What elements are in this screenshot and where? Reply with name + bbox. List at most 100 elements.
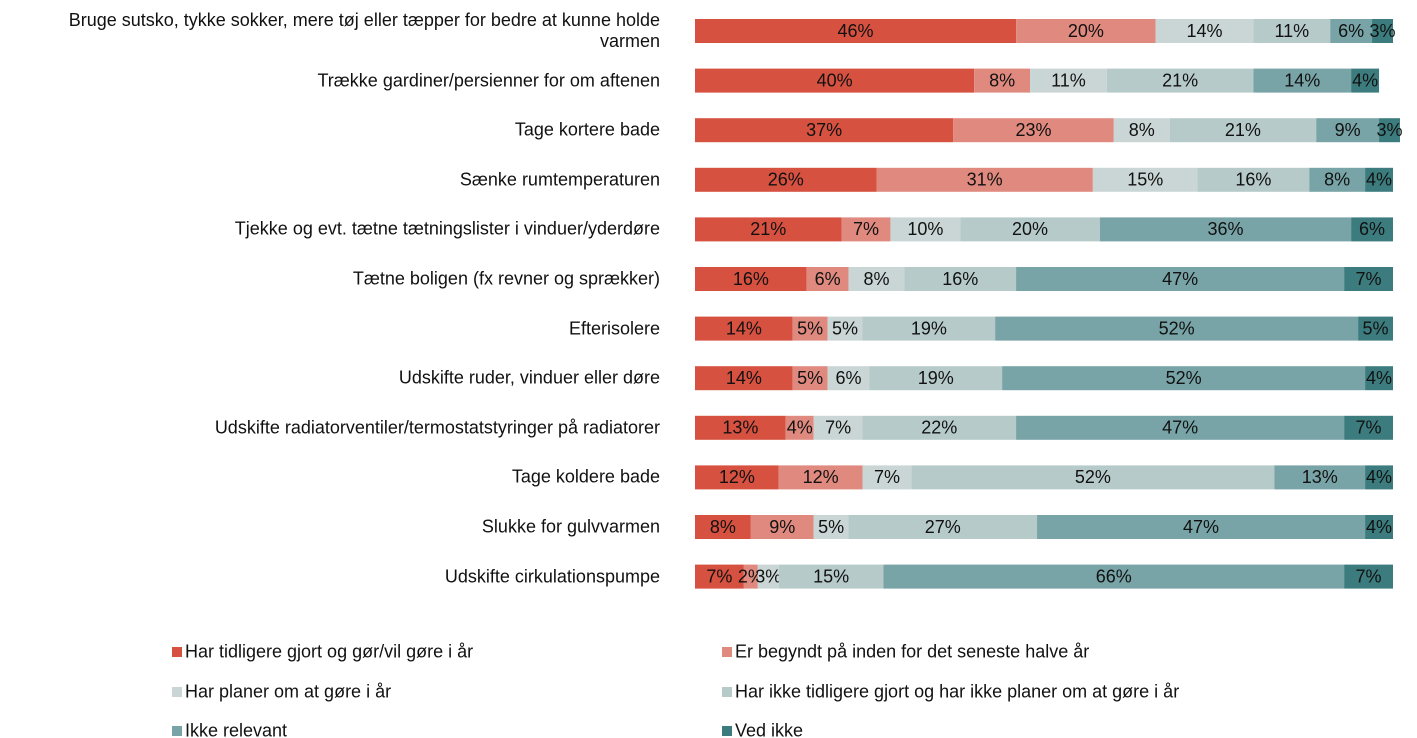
- data-label: 20%: [1012, 219, 1048, 239]
- bar-segment: [1253, 19, 1331, 43]
- data-label: 47%: [1162, 269, 1198, 289]
- bar-segment: [1106, 68, 1254, 93]
- bar-segment: [1016, 19, 1156, 43]
- bar-segment: [1037, 515, 1366, 539]
- bar-segment: [695, 118, 954, 143]
- data-label: 2%: [738, 566, 764, 586]
- legend-label: Ikke relevant: [185, 720, 288, 738]
- bar-segment: [1309, 167, 1366, 192]
- bar-segment: [1316, 118, 1380, 143]
- data-label: 20%: [1068, 21, 1104, 41]
- legend-swatch: [172, 726, 182, 736]
- data-label: 31%: [967, 170, 1003, 190]
- bar-segment: [1030, 68, 1107, 93]
- data-label: 4%: [1366, 170, 1392, 190]
- data-label: 11%: [1051, 70, 1086, 90]
- bar-segment: [876, 167, 1093, 192]
- category-label: Udskifte cirkulationspumpe: [444, 566, 660, 587]
- data-label: 7%: [853, 219, 879, 239]
- bar-segment: [695, 564, 744, 589]
- bar-segment: [995, 316, 1359, 341]
- data-label: 6%: [1338, 21, 1364, 41]
- bar-segment: [695, 415, 786, 440]
- legend-swatch: [722, 726, 732, 736]
- bar-segment: [1379, 118, 1400, 143]
- bar-segment: [1002, 366, 1366, 391]
- legend-label: Har ikke tidligere gjort og har ikke pla…: [735, 681, 1180, 701]
- data-label: 5%: [832, 318, 858, 338]
- legend-label: Har tidligere gjort og gør/vil gøre i år: [185, 641, 474, 662]
- bar-segment: [1351, 68, 1380, 93]
- data-label: 21%: [750, 219, 786, 239]
- data-label: 4%: [1366, 368, 1392, 388]
- legend-swatch: [722, 686, 732, 697]
- data-label: 4%: [1366, 517, 1392, 537]
- data-label: 5%: [797, 318, 823, 338]
- data-label: 16%: [733, 269, 769, 289]
- legend-swatch: [172, 647, 182, 657]
- data-label: 52%: [1166, 368, 1202, 388]
- data-label: 6%: [836, 368, 862, 388]
- bar-segment: [890, 217, 961, 242]
- data-label: 21%: [1162, 70, 1198, 90]
- data-label: 16%: [1235, 170, 1271, 190]
- bar-segment: [792, 316, 828, 341]
- data-label: 9%: [769, 517, 795, 537]
- data-label: 6%: [1359, 219, 1385, 239]
- bar-segment: [1365, 366, 1393, 391]
- data-label: 9%: [1335, 120, 1361, 140]
- bar-segment: [792, 366, 828, 391]
- data-label: 52%: [1159, 318, 1195, 338]
- bar-segment: [1365, 515, 1393, 539]
- legend-swatch: [722, 647, 732, 657]
- bar-segment: [813, 515, 849, 539]
- data-label: 13%: [722, 418, 758, 438]
- bar-segment: [695, 19, 1017, 43]
- data-label: 7%: [1356, 566, 1382, 586]
- bar-segment: [904, 267, 1017, 291]
- bar-segment: [778, 465, 863, 490]
- bar-segment: [911, 465, 1275, 490]
- data-label: 4%: [787, 418, 813, 438]
- category-label: Efterisolere: [568, 318, 660, 339]
- data-label: 19%: [911, 318, 947, 338]
- bar-segment: [1197, 167, 1310, 192]
- bar-segment: [757, 564, 779, 589]
- data-label: 26%: [768, 170, 804, 190]
- bar-segment: [1351, 217, 1393, 242]
- data-label: 5%: [818, 517, 844, 537]
- data-label: 47%: [1162, 418, 1198, 438]
- bar-segment: [848, 267, 905, 291]
- data-label: 46%: [838, 21, 874, 41]
- data-label: 19%: [918, 368, 954, 388]
- data-label: 8%: [1324, 170, 1350, 190]
- bar-segment: [1253, 68, 1352, 93]
- bar-segment: [1344, 564, 1393, 589]
- data-label: 14%: [1187, 21, 1223, 41]
- bar-segment: [1092, 167, 1198, 192]
- data-label: 5%: [1363, 318, 1389, 338]
- legend-swatch: [172, 686, 182, 697]
- category-label: Udskifte radiatorventiler/termostatstyri…: [214, 417, 660, 438]
- bar-segment: [1365, 465, 1393, 490]
- bar-segment: [1099, 217, 1352, 242]
- category-label: Tage kortere bade: [514, 119, 660, 140]
- data-label: 37%: [806, 120, 842, 140]
- bar-segment: [1358, 316, 1393, 341]
- bar-segment: [1372, 19, 1393, 43]
- bar-segment: [806, 267, 849, 291]
- data-label: 5%: [797, 368, 823, 388]
- data-label: 7%: [825, 418, 851, 438]
- category-label: Slukke for gulvvarmen: [481, 516, 660, 537]
- data-label: 7%: [1356, 269, 1382, 289]
- bar-segment: [695, 217, 842, 242]
- data-label: 14%: [726, 318, 762, 338]
- data-label: 13%: [1302, 467, 1338, 487]
- bar-segment: [862, 316, 996, 341]
- data-label: 15%: [1127, 170, 1163, 190]
- bar-segment: [695, 515, 751, 539]
- bar-segment: [785, 415, 814, 440]
- data-label: 4%: [1366, 467, 1392, 487]
